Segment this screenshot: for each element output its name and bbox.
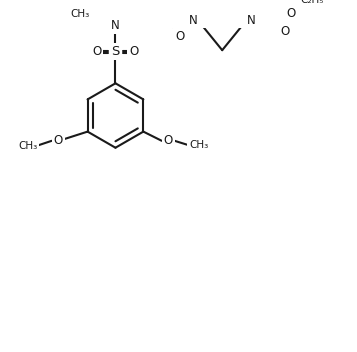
- Text: CH₃: CH₃: [189, 140, 208, 150]
- Text: O: O: [287, 7, 296, 20]
- Text: O: O: [175, 30, 185, 43]
- Text: O: O: [129, 45, 139, 58]
- Text: N: N: [188, 14, 197, 27]
- Text: O: O: [164, 134, 173, 147]
- Text: N: N: [247, 14, 256, 27]
- Text: S: S: [111, 45, 120, 58]
- Text: O: O: [54, 134, 63, 147]
- Text: O: O: [280, 25, 290, 38]
- Text: C₂H₅: C₂H₅: [301, 0, 324, 6]
- Text: CH₃: CH₃: [70, 9, 90, 19]
- Text: O: O: [92, 45, 102, 58]
- Text: N: N: [111, 19, 120, 32]
- Text: CH₃: CH₃: [18, 142, 37, 151]
